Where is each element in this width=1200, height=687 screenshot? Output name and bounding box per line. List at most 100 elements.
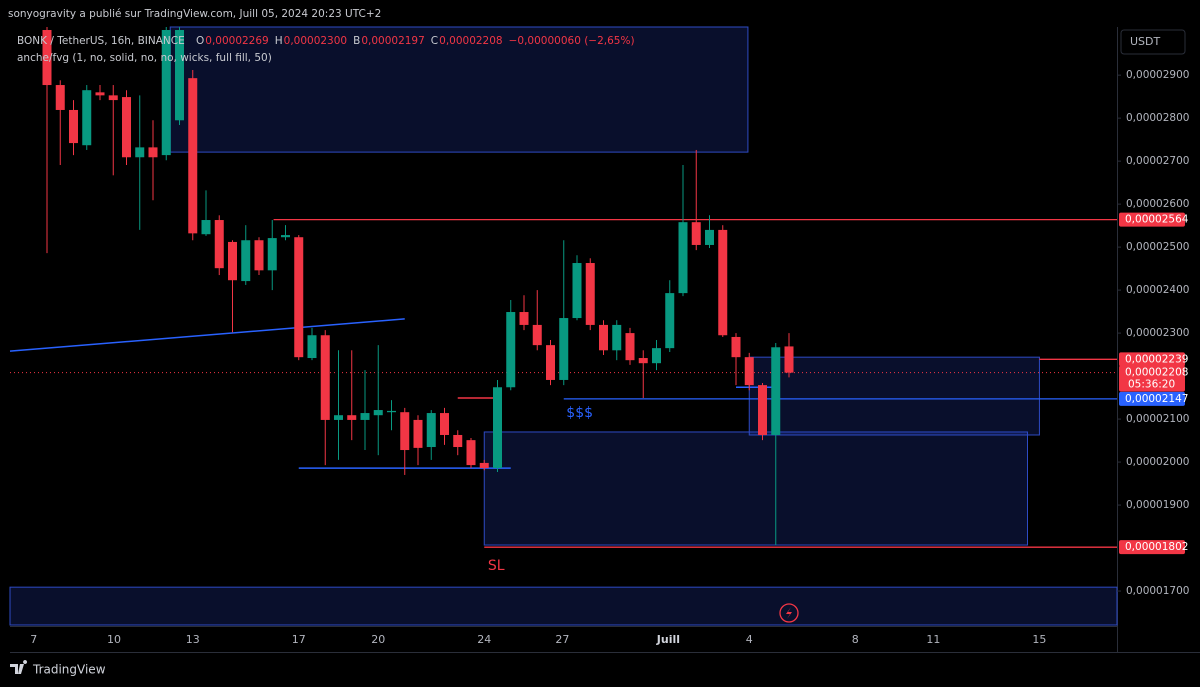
candle-body — [426, 413, 436, 448]
zone — [169, 26, 749, 153]
candle-body — [148, 147, 158, 158]
countdown: 05:36:20 — [1128, 379, 1175, 391]
x-tick-label: 17 — [292, 633, 306, 646]
ohlc-key: B — [353, 35, 360, 47]
candle-body — [95, 92, 105, 96]
price-label-bg — [1119, 212, 1185, 227]
candle-body — [122, 97, 131, 158]
price-label-bg — [1119, 352, 1185, 367]
candle-body — [175, 30, 184, 121]
x-tick-label: 15 — [1032, 633, 1046, 646]
price-label: 0,00001802 — [1125, 541, 1188, 553]
candle-body — [307, 335, 317, 359]
candle-body — [572, 263, 582, 319]
candle-body — [108, 95, 118, 101]
x-tick-label: 10 — [107, 633, 121, 646]
price-label-bg — [1119, 540, 1185, 555]
zone — [483, 431, 1028, 546]
candle-body — [479, 462, 489, 469]
candle-body — [42, 30, 52, 86]
currency-button[interactable] — [1120, 29, 1186, 55]
candle-body — [466, 440, 476, 466]
currency[interactable]: USDT — [1130, 35, 1161, 48]
zone — [9, 586, 1118, 626]
y-tick-label: 0,00001700 — [1126, 585, 1189, 597]
candle-body — [373, 410, 383, 416]
candle-body — [599, 324, 608, 351]
candle-body — [347, 415, 357, 420]
ohlc-key: O — [196, 35, 204, 47]
candle-body — [744, 357, 754, 386]
y-tick-label: 0,00002800 — [1126, 112, 1189, 124]
x-tick-label: 27 — [555, 633, 569, 646]
ohlc-value: 0,00002300 — [284, 35, 347, 47]
alert-icon[interactable] — [779, 603, 799, 623]
candle-body — [705, 229, 714, 245]
price-label: 0,00002208 — [1125, 367, 1188, 379]
candle-body — [718, 229, 728, 336]
x-tick-label: 11 — [926, 633, 940, 646]
candle-body — [334, 415, 343, 420]
candle-body — [731, 336, 741, 358]
y-tick-label: 0,00002300 — [1126, 327, 1189, 339]
candle-body — [241, 240, 251, 282]
candle-body — [559, 318, 569, 380]
legend-row: BONK / TetherUS, 16h, BINANCE O 0,0000226… — [17, 35, 635, 47]
candle-body — [413, 419, 423, 448]
candle-body — [69, 109, 78, 144]
price-label: 0,00002147 — [1125, 393, 1188, 405]
candle-body — [546, 345, 555, 380]
price-label: 0,00002239 — [1125, 353, 1188, 365]
ohlc-value: 0,00002197 — [361, 35, 424, 47]
y-tick-label: 0,00002600 — [1126, 198, 1189, 210]
candle-body — [161, 30, 171, 156]
indicator: anche/fvg (1, no, solid, no, no, wicks, … — [17, 52, 272, 64]
candle-body — [453, 434, 463, 448]
y-tick-label: 0,00002000 — [1126, 456, 1189, 468]
plot — [9, 26, 1118, 626]
candle-body — [320, 335, 330, 420]
candle-body — [201, 220, 211, 235]
candle-body — [625, 333, 635, 361]
candle-body — [214, 220, 224, 269]
x-tick-label: 20 — [371, 633, 385, 646]
candle-body — [135, 147, 145, 158]
candle-body — [387, 410, 396, 413]
x-tick-label: 13 — [186, 633, 200, 646]
candle-body — [400, 412, 410, 451]
price-label-bg — [1119, 365, 1185, 392]
candle-body — [652, 348, 661, 364]
y-tick-label: 0,00002700 — [1126, 155, 1189, 167]
annotation: SL — [488, 558, 505, 574]
y-tick-label: 0,00002400 — [1126, 284, 1189, 296]
change: −0,00000060 (−2,65%) — [509, 35, 635, 47]
drawing-line — [9, 318, 405, 352]
candle-body — [82, 90, 92, 146]
x-tick-label: 8 — [852, 633, 859, 646]
x-tick-label: 7 — [30, 633, 37, 646]
candle-body — [612, 324, 622, 351]
ohlc-key: C — [431, 35, 438, 47]
x-tick-label: 4 — [746, 633, 753, 646]
candle-body — [360, 413, 370, 420]
candle-body — [188, 78, 198, 234]
candle-body — [665, 293, 675, 349]
y-tick-label: 0,00002500 — [1126, 241, 1189, 253]
candle-body — [771, 347, 781, 435]
symbol: BONK / TetherUS, 16h, BINANCE — [17, 35, 185, 47]
candle-body — [691, 222, 701, 245]
candle-body — [678, 222, 688, 294]
x-tick-label: 24 — [477, 633, 491, 646]
alert-bolt — [786, 607, 792, 619]
candle-body — [254, 240, 264, 271]
publisher: sonyogravity a publié sur TradingView.co… — [8, 8, 381, 20]
candle-body — [55, 85, 65, 110]
y-tick-label: 0,00002100 — [1126, 413, 1189, 425]
candle-body — [228, 241, 237, 281]
y-tick-label: 0,00002900 — [1126, 69, 1189, 81]
brand: TradingView — [32, 663, 106, 677]
candle-body — [585, 263, 595, 325]
candle-body — [519, 312, 529, 325]
ohlc-value: 0,00002208 — [439, 35, 502, 47]
